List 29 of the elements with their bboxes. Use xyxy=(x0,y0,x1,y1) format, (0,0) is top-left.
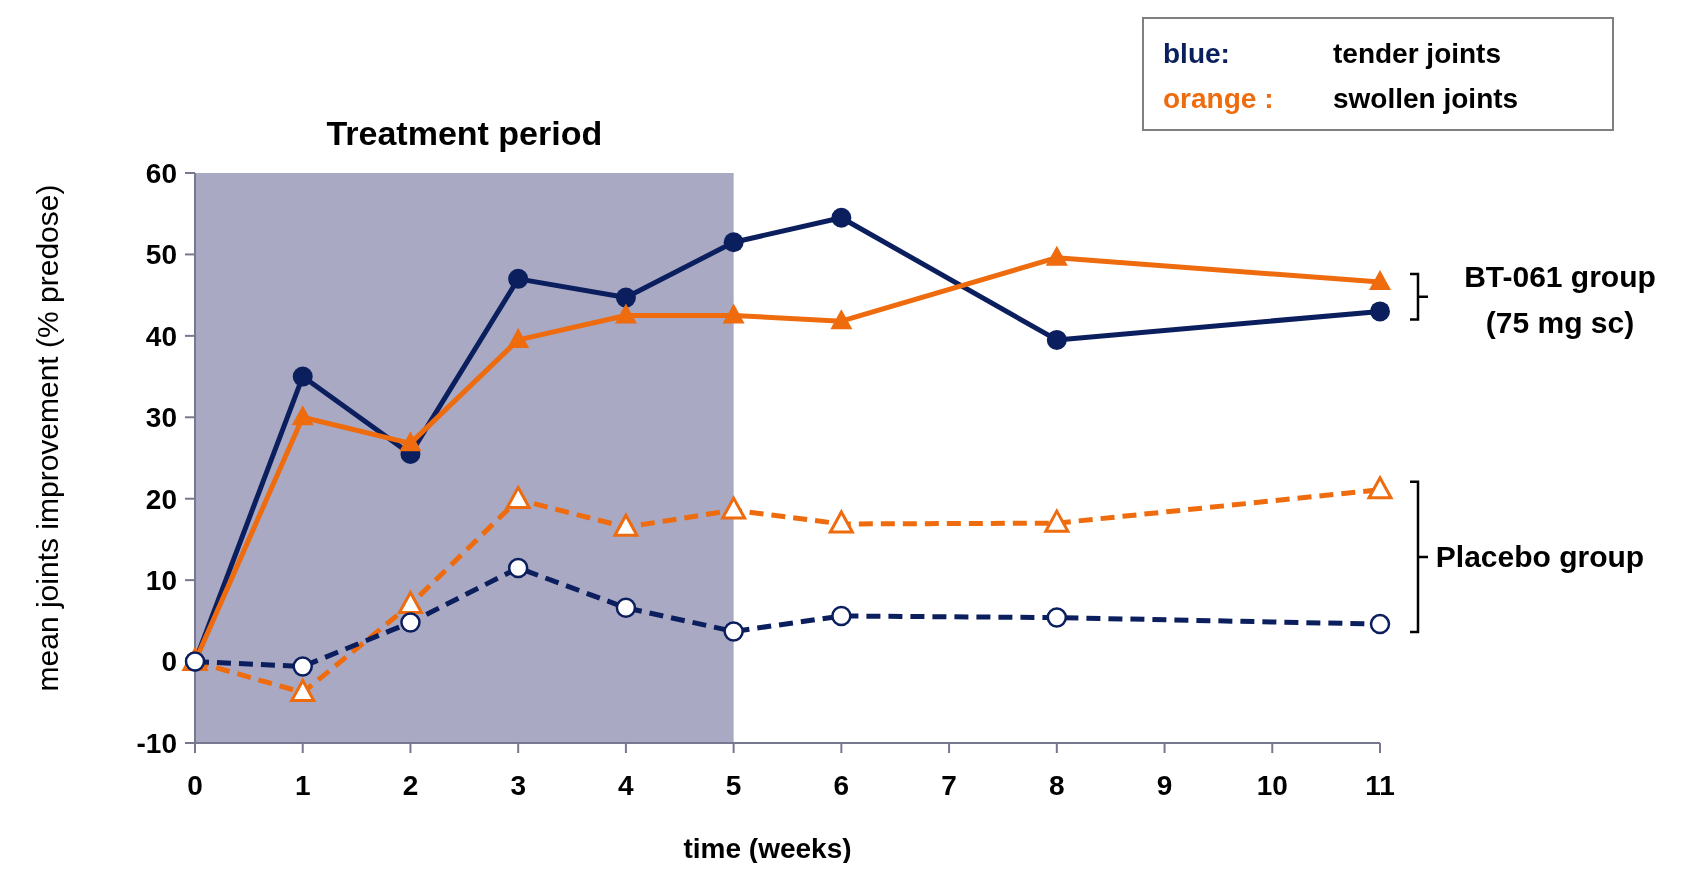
x-tick-label: 10 xyxy=(1256,770,1288,801)
y-tick-label: 0 xyxy=(161,646,177,678)
y-tick-label: 50 xyxy=(145,239,177,271)
y-tick-label: 40 xyxy=(145,320,177,352)
y-tick-label: 20 xyxy=(145,483,177,515)
x-tick-label: 7 xyxy=(941,770,957,801)
y-tick-label: 10 xyxy=(145,564,177,596)
y-tick-label: 30 xyxy=(145,402,177,434)
x-tick-label: 0 xyxy=(187,770,203,801)
y-tick-label: 60 xyxy=(145,157,177,189)
text: blue: xyxy=(1163,38,1230,69)
x-tick-label: 8 xyxy=(1049,770,1065,801)
x-tick-label: 11 xyxy=(1365,770,1395,801)
x-tick-label: 6 xyxy=(833,770,850,801)
text: BT-061 group (75 mg sc) xyxy=(1464,259,1656,339)
x-tick-label: 1 xyxy=(294,770,311,801)
text: orange : xyxy=(1163,83,1274,114)
text: Placebo group xyxy=(1435,539,1645,573)
x-tick-label: 3 xyxy=(510,770,526,801)
x-tick-label: 2 xyxy=(402,770,419,801)
x-axis-title: time (weeks) xyxy=(683,833,852,864)
x-tick-label: 9 xyxy=(1156,770,1173,801)
text: tender joints xyxy=(1333,38,1502,69)
y-axis-title: mean joints improvement (% predose) xyxy=(31,184,64,692)
x-tick-label: 4 xyxy=(618,770,635,801)
text: swollen joints xyxy=(1333,83,1519,114)
band-label: Treatment period xyxy=(326,114,603,152)
y-tick-label: -10 xyxy=(136,727,177,759)
x-tick-label: 5 xyxy=(725,770,742,801)
